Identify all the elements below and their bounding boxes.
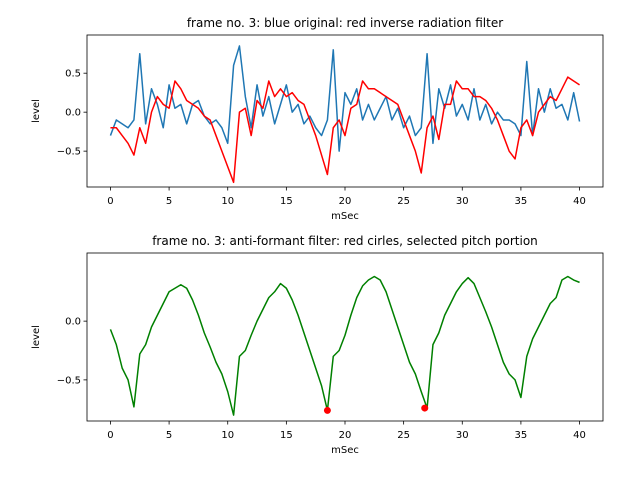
y-axis-label: level — [31, 99, 42, 123]
x-tick-label: 20 — [339, 196, 352, 207]
line-series — [110, 76, 580, 184]
line-series — [109, 275, 580, 416]
chart-title: frame no. 3: blue original: red inverse … — [187, 16, 503, 30]
x-tick-label: 25 — [397, 196, 410, 207]
marker — [323, 406, 331, 414]
x-tick-label: 5 — [166, 430, 172, 441]
axes-frame — [86, 252, 604, 422]
x-tick-label: 25 — [397, 430, 410, 441]
x-tick-label: 0 — [107, 196, 113, 207]
line-series — [109, 45, 581, 152]
x-tick-label: 15 — [280, 196, 293, 207]
y-axis-label: level — [31, 325, 42, 349]
y-tick-label: −0.5 — [57, 147, 81, 158]
x-tick-label: 35 — [515, 196, 528, 207]
x-tick-label: 40 — [573, 196, 586, 207]
x-tick-label: 40 — [573, 430, 586, 441]
y-tick-label: −0.5 — [57, 375, 81, 386]
x-tick-label: 5 — [166, 196, 172, 207]
chart-title: frame no. 3: anti-formant filter: red ci… — [152, 234, 538, 248]
x-axis-label: mSec — [331, 211, 359, 222]
x-tick-label: 35 — [515, 430, 528, 441]
marker — [421, 404, 429, 412]
x-tick-label: 20 — [339, 430, 352, 441]
axes: frame no. 3: anti-formant filter: red ci… — [31, 234, 604, 456]
x-tick-label: 10 — [221, 430, 234, 441]
x-axis-label: mSec — [331, 445, 359, 456]
y-tick-label: 0.0 — [65, 317, 81, 328]
x-tick-label: 30 — [456, 196, 469, 207]
x-tick-label: 10 — [221, 196, 234, 207]
x-tick-label: 30 — [456, 430, 469, 441]
y-tick-label: 0.5 — [65, 69, 81, 80]
axes: frame no. 3: blue original: red inverse … — [31, 16, 604, 222]
x-tick-label: 0 — [107, 430, 113, 441]
x-tick-label: 15 — [280, 430, 293, 441]
axes-frame — [86, 34, 604, 188]
y-tick-label: 0.0 — [65, 108, 81, 119]
